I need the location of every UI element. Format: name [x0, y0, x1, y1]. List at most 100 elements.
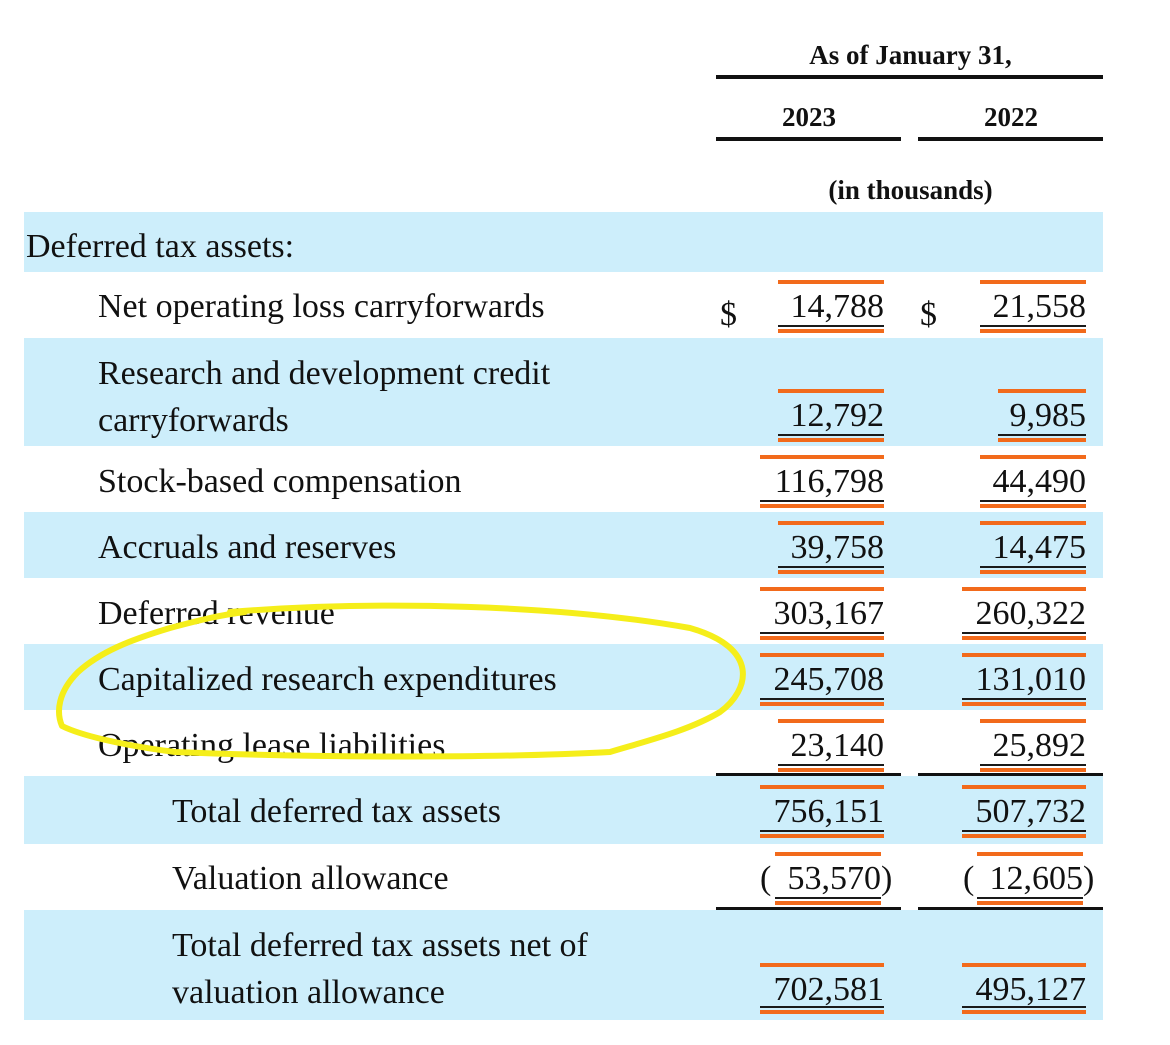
highlight-bar	[760, 702, 884, 706]
value-2023-total-assets: 756,151	[773, 793, 885, 830]
value-2022-deferred-revenue: 260,322	[975, 595, 1087, 632]
highlight-bar	[760, 963, 884, 967]
highlight-bar	[998, 438, 1086, 442]
highlight-bar	[778, 521, 884, 525]
value-2022-total-assets: 507,732	[975, 793, 1087, 830]
period-header: As of January 31,	[809, 40, 1012, 70]
value-close-paren: )	[881, 860, 893, 897]
period-header-rule	[716, 75, 1103, 79]
value-underline	[760, 698, 884, 700]
currency-symbol-2023: $	[720, 296, 737, 333]
value-underline	[962, 632, 1086, 634]
value-2022-stock-comp: 44,490	[992, 463, 1087, 500]
row-label-valuation-allowance: Valuation allowance	[172, 860, 449, 897]
highlight-bar	[980, 329, 1086, 333]
value-open-paren: (	[963, 860, 975, 897]
row-label-nol: Net operating loss carryforwards	[98, 288, 545, 325]
value-underline	[962, 830, 1086, 832]
value-2022-valuation-allowance: 12,605	[989, 860, 1084, 897]
year-2023-header: 2023	[782, 102, 836, 132]
row-label-stock-comp: Stock-based compensation	[98, 463, 462, 500]
value-2022-rd-credit: 9,985	[1009, 397, 1087, 434]
highlight-bar	[775, 852, 881, 856]
highlight-bar	[760, 455, 884, 459]
value-underline	[778, 434, 884, 436]
value-underline	[778, 764, 884, 766]
value-underline	[998, 434, 1086, 436]
highlight-bar	[775, 901, 881, 905]
value-2023-deferred-revenue: 303,167	[773, 595, 885, 632]
highlight-bar	[760, 504, 884, 508]
year-2022-header: 2022	[984, 102, 1038, 132]
row-label-operating-lease: Operating lease liabilities	[98, 727, 446, 764]
row-label-net-line1: Total deferred tax assets net of	[172, 927, 588, 964]
value-underline	[980, 325, 1086, 327]
highlight-bar	[962, 785, 1086, 789]
currency-symbol-2022: $	[920, 296, 937, 333]
row-band-total	[24, 776, 1103, 844]
value-2023-valuation-allowance: 53,570	[787, 860, 882, 897]
highlight-bar	[962, 653, 1086, 657]
value-underline	[760, 830, 884, 832]
row-band-accruals	[24, 512, 1103, 578]
highlight-bar	[980, 768, 1086, 772]
row-label-rd-credit-line1: Research and development credit	[98, 355, 551, 392]
highlight-bar	[778, 570, 884, 574]
value-underline	[962, 698, 1086, 700]
highlight-bar	[977, 901, 1083, 905]
highlight-bar	[998, 389, 1086, 393]
value-2022-operating-lease: 25,892	[992, 727, 1087, 764]
year-2023-rule	[716, 137, 901, 141]
highlight-bar	[778, 389, 884, 393]
highlight-bar	[760, 1010, 884, 1014]
row-label-accruals: Accruals and reserves	[98, 529, 397, 566]
value-underline	[962, 1006, 1086, 1008]
value-2022-accruals: 14,475	[992, 529, 1087, 566]
value-underline	[760, 632, 884, 634]
row-band-net	[24, 910, 1103, 1020]
value-open-paren: (	[760, 860, 772, 897]
highlight-bar	[980, 280, 1086, 284]
value-underline	[760, 500, 884, 502]
highlight-bar	[760, 834, 884, 838]
row-label-rd-credit-line2: carryforwards	[98, 402, 289, 439]
value-underline	[977, 897, 1083, 899]
highlight-bar	[980, 504, 1086, 508]
subtotal-rule-2023	[716, 773, 901, 776]
value-2022-nol: 21,558	[992, 288, 1087, 325]
highlight-bar	[980, 455, 1086, 459]
value-2023-nol: 14,788	[790, 288, 885, 325]
net-rule-2023	[716, 907, 901, 910]
value-2023-capitalized-research: 245,708	[773, 661, 885, 698]
highlight-bar	[962, 1010, 1086, 1014]
highlight-bar	[962, 963, 1086, 967]
value-close-paren: )	[1083, 860, 1095, 897]
row-label-net-line2: valuation allowance	[172, 974, 445, 1011]
value-2023-operating-lease: 23,140	[790, 727, 885, 764]
value-underline	[980, 500, 1086, 502]
subtotal-rule-2022	[918, 773, 1103, 776]
highlight-bar	[980, 719, 1086, 723]
value-2022-capitalized-research: 131,010	[975, 661, 1087, 698]
highlight-bar	[962, 702, 1086, 706]
highlight-bar	[760, 785, 884, 789]
highlight-bar	[778, 719, 884, 723]
highlight-bar	[980, 570, 1086, 574]
highlight-bar	[760, 636, 884, 640]
row-band-section	[24, 212, 1103, 272]
value-2023-stock-comp: 116,798	[774, 463, 884, 500]
section-title: Deferred tax assets:	[26, 228, 295, 265]
highlight-bar	[760, 653, 884, 657]
value-2023-rd-credit: 12,792	[790, 397, 885, 434]
row-label-deferred-revenue: Deferred revenue	[98, 595, 335, 632]
units-note: (in thousands)	[828, 175, 993, 205]
highlight-bar	[778, 329, 884, 333]
highlight-bar	[778, 438, 884, 442]
highlight-bar	[962, 834, 1086, 838]
highlight-bar	[778, 280, 884, 284]
value-2022-net-assets: 495,127	[975, 971, 1087, 1008]
net-rule-2022	[918, 907, 1103, 910]
highlight-bar	[977, 852, 1083, 856]
highlight-bar	[962, 587, 1086, 591]
value-2023-net-assets: 702,581	[773, 971, 885, 1008]
